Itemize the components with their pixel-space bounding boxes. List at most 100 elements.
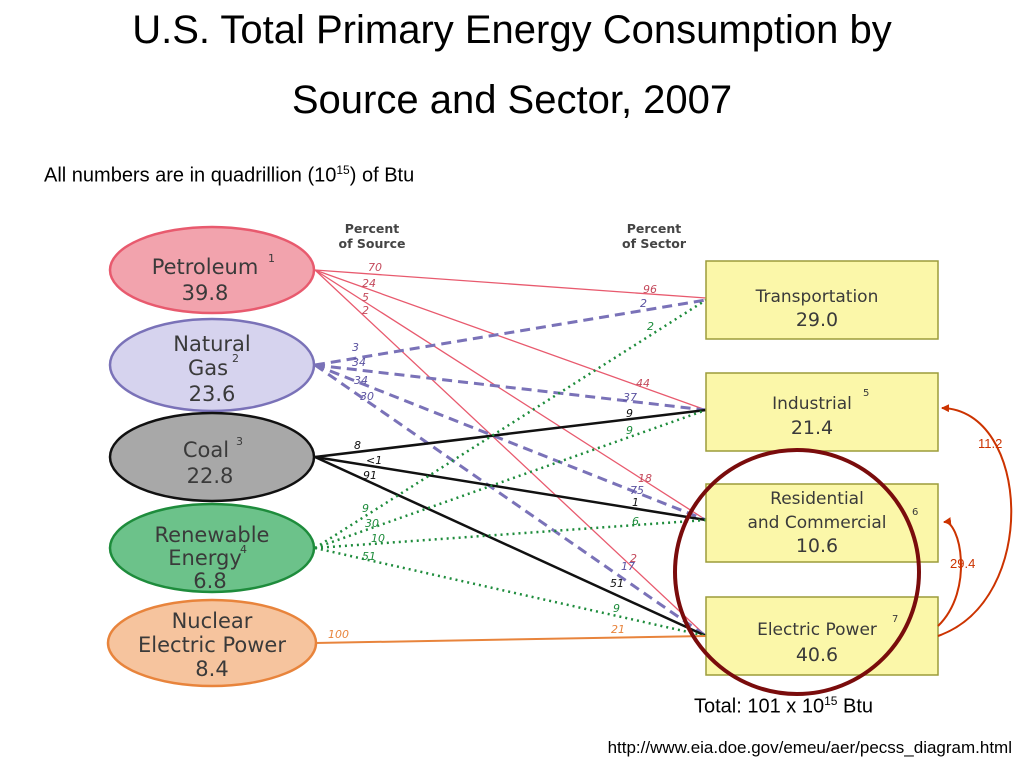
- units-note-suffix: ) of Btu: [349, 164, 415, 187]
- sector-residential-footnote: 6: [912, 507, 918, 518]
- header-percent-sector-line1: Percent: [627, 221, 682, 236]
- sector-residential-label-line2: and Commercial: [747, 513, 886, 533]
- units-note-exponent: 15: [336, 163, 350, 177]
- electricity-to-residential-arrow: [937, 517, 962, 627]
- flow-gas-residential: [314, 363, 707, 522]
- sector-residential-label-line1: Residential: [770, 489, 864, 509]
- label-coal-src-0: 8: [354, 439, 361, 452]
- sector-electric-footnote: 7: [892, 614, 898, 625]
- source-url: http://www.eia.doe.gov/emeu/aer/pecss_di…: [607, 738, 1012, 757]
- label-pet-src-1: 24: [362, 277, 376, 290]
- flow-petroleum-electric: [314, 269, 707, 637]
- sector-industrial: Industrial 5 21.4: [705, 372, 939, 452]
- sector-residential: Residential and Commercial 6 10.6: [705, 483, 939, 563]
- source-renewable-label-line1: Renewable: [155, 523, 270, 547]
- flow-renewable-electric: [314, 546, 707, 638]
- electricity-to-industrial-arrow: [937, 404, 1013, 637]
- label-ind-1: 37: [623, 391, 637, 404]
- flow-coal-residential: [314, 455, 707, 522]
- units-note: All numbers are in quadrillion (1015) of…: [44, 163, 414, 188]
- source-nuclear-label-line1: Nuclear: [172, 609, 253, 633]
- source-nuclear-label-line2: Electric Power: [138, 633, 286, 657]
- label-ind-2: 9: [626, 407, 633, 420]
- label-coal-src-1: <1: [366, 454, 382, 467]
- source-petroleum-footnote: 1: [268, 252, 275, 265]
- label-ren-src-3: 51: [362, 550, 376, 563]
- label-trans-0: 96: [643, 283, 657, 296]
- total-consumption: Total: 101 x 1015 Btu: [694, 694, 873, 719]
- highlight-circle: [673, 448, 921, 696]
- source-coal-footnote: 3: [236, 435, 243, 448]
- total-prefix: Total: 101 x 10: [694, 695, 825, 718]
- header-percent-source-line2: of Source: [339, 236, 406, 251]
- label-elec-0: 2: [630, 552, 637, 565]
- total-exponent: 15: [824, 694, 838, 708]
- source-renewable-label-line2: Energy: [168, 546, 242, 570]
- label-coal-src-2: 91: [363, 469, 377, 482]
- label-gas-src-1: 34: [352, 356, 366, 369]
- label-ind-3: 9: [626, 424, 633, 437]
- label-gas-src-3: 30: [360, 390, 374, 403]
- source-gas-value: 23.6: [189, 382, 236, 406]
- sector-industrial-value: 21.4: [791, 417, 833, 439]
- label-elec-1: 17: [621, 560, 635, 573]
- label-ren-src-1: 30: [365, 517, 379, 530]
- sector-industrial-label: Industrial: [772, 394, 852, 414]
- label-res-3: 6: [632, 515, 639, 528]
- label-trans-2: 2: [647, 320, 654, 333]
- label-pet-src-0: 70: [368, 261, 382, 274]
- flow-gas-industrial: [314, 363, 707, 412]
- label-res-2: 1: [632, 496, 639, 509]
- flow-coal-electric: [314, 455, 707, 638]
- source-petroleum-label: Petroleum: [152, 255, 259, 279]
- source-renewable-footnote: 4: [240, 543, 247, 556]
- source-coal-value: 22.8: [187, 464, 234, 488]
- label-elec-2: 51: [610, 577, 624, 590]
- source-gas-label-line1: Natural: [173, 332, 250, 356]
- sector-transportation-value: 29.0: [796, 309, 838, 331]
- source-renewable: Renewable Energy 4 6.8: [108, 502, 316, 594]
- header-percent-sector-line2: of Sector: [622, 236, 687, 251]
- units-note-prefix: All numbers are in quadrillion (10: [44, 164, 337, 187]
- label-pet-src-2: 5: [362, 291, 369, 304]
- sector-residential-value: 10.6: [796, 535, 838, 557]
- sector-transportation-label: Transportation: [755, 287, 879, 307]
- source-coal-label: Coal: [183, 438, 229, 462]
- flow-gas-electric: [314, 363, 707, 638]
- total-suffix: Btu: [837, 695, 874, 718]
- electricity-to-industrial-value: 11.2: [978, 436, 1003, 451]
- label-elec-3: 9: [613, 602, 620, 615]
- source-nuclear-value: 8.4: [195, 657, 228, 681]
- label-ren-src-0: 9: [362, 502, 369, 515]
- page-title-line2: Source and Sector, 2007: [291, 78, 733, 122]
- flow-petroleum-industrial: [314, 269, 707, 411]
- electricity-to-residential-value: 29.4: [950, 556, 976, 571]
- source-renewable-value: 6.8: [193, 569, 226, 593]
- source-coal: Coal 3 22.8: [108, 411, 316, 503]
- flow-nuclear-electric: [314, 635, 707, 644]
- flow-petroleum-transportation: [314, 269, 707, 299]
- source-natural-gas: Natural Gas 2 23.6: [108, 317, 316, 413]
- page-title-line1: U.S. Total Primary Energy Consumption by: [132, 8, 892, 52]
- flow-renewable-transportation: [314, 298, 707, 550]
- label-nuc-src: 100: [328, 628, 349, 641]
- flow-petroleum-residential: [314, 269, 707, 521]
- sector-industrial-footnote: 5: [863, 388, 869, 399]
- source-gas-footnote: 2: [232, 352, 239, 365]
- sector-transportation: Transportation 29.0: [705, 260, 939, 340]
- label-ren-src-2: 10: [371, 532, 385, 545]
- source-petroleum: Petroleum 1 39.8: [108, 225, 316, 315]
- source-nuclear: Nuclear Electric Power 8.4: [106, 598, 318, 688]
- label-trans-1: 2: [640, 297, 647, 310]
- label-elec-4: 21: [611, 623, 625, 636]
- flow-gas-transportation: [314, 298, 707, 367]
- label-gas-src-2: 34: [354, 374, 368, 387]
- label-pet-src-3: 2: [362, 304, 369, 317]
- label-res-1: 75: [630, 484, 644, 497]
- label-ind-0: 44: [636, 377, 650, 390]
- label-res-0: 18: [638, 472, 652, 485]
- source-gas-label-line2: Gas: [188, 356, 228, 380]
- flow-coal-industrial: [314, 408, 707, 459]
- label-gas-src-0: 3: [352, 341, 359, 354]
